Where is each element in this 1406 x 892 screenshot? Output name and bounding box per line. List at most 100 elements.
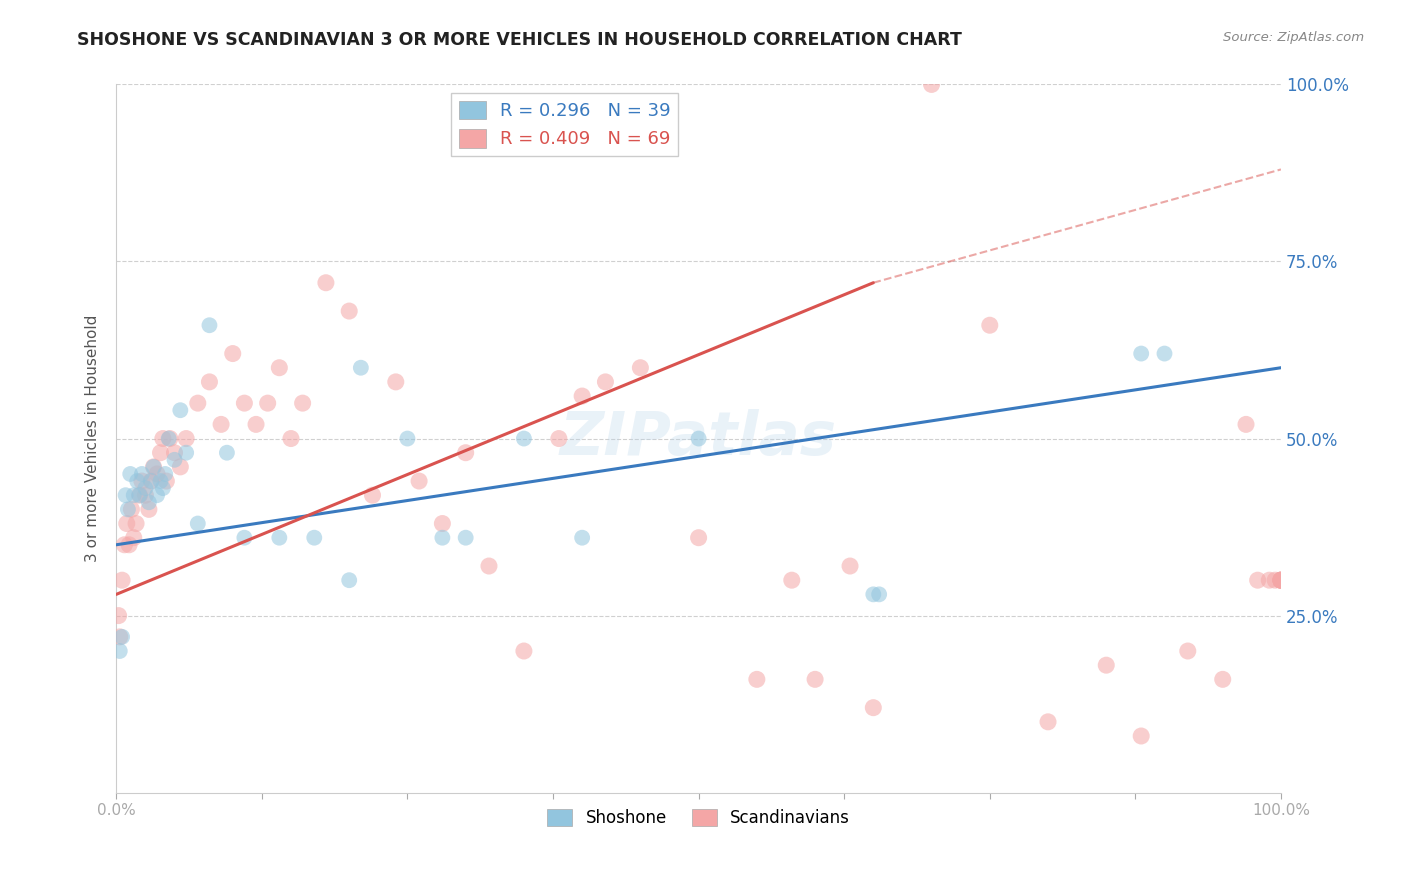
Point <box>152 481 174 495</box>
Point <box>862 700 884 714</box>
Point <box>432 531 454 545</box>
Point <box>1270 573 1292 587</box>
Point <box>138 502 160 516</box>
Point <box>142 459 165 474</box>
Point <box>337 304 360 318</box>
Point <box>350 360 373 375</box>
Point <box>979 318 1001 333</box>
Point <box>245 417 267 432</box>
Point <box>1270 573 1292 587</box>
Point <box>107 608 129 623</box>
Point <box>120 502 142 516</box>
Point <box>155 474 177 488</box>
Point <box>513 432 536 446</box>
Point <box>138 495 160 509</box>
Point <box>269 531 291 545</box>
Point <box>595 375 617 389</box>
Point <box>1270 573 1292 587</box>
Point <box>111 630 134 644</box>
Text: ZIPatlas: ZIPatlas <box>560 409 837 468</box>
Point <box>108 630 131 644</box>
Point <box>134 481 156 495</box>
Point <box>209 417 232 432</box>
Point <box>125 516 148 531</box>
Point <box>256 396 278 410</box>
Point <box>315 276 337 290</box>
Point <box>454 531 477 545</box>
Point <box>396 432 419 446</box>
Point <box>868 587 890 601</box>
Point <box>1212 673 1234 687</box>
Point <box>233 531 256 545</box>
Point <box>304 531 326 545</box>
Point <box>1264 573 1286 587</box>
Point <box>1270 573 1292 587</box>
Point <box>187 516 209 531</box>
Point <box>1177 644 1199 658</box>
Y-axis label: 3 or more Vehicles in Household: 3 or more Vehicles in Household <box>86 315 100 562</box>
Point <box>1130 346 1153 360</box>
Point <box>269 360 291 375</box>
Point <box>131 467 153 481</box>
Point <box>134 488 156 502</box>
Point <box>921 78 943 92</box>
Point <box>1270 573 1292 587</box>
Point <box>1234 417 1257 432</box>
Point <box>128 488 150 502</box>
Point <box>1095 658 1118 673</box>
Point <box>122 488 145 502</box>
Legend: Shoshone, Scandinavians: Shoshone, Scandinavians <box>540 803 856 834</box>
Point <box>408 474 430 488</box>
Point <box>142 459 165 474</box>
Point <box>131 474 153 488</box>
Point <box>115 516 138 531</box>
Point <box>222 346 245 360</box>
Point <box>478 559 501 574</box>
Point <box>169 459 191 474</box>
Point <box>547 432 569 446</box>
Point <box>688 432 710 446</box>
Point <box>141 474 163 488</box>
Point <box>571 389 593 403</box>
Point <box>174 446 197 460</box>
Point <box>153 467 176 481</box>
Point <box>118 538 141 552</box>
Point <box>152 432 174 446</box>
Point <box>513 644 536 658</box>
Point <box>862 587 884 601</box>
Point <box>432 516 454 531</box>
Point <box>169 403 191 417</box>
Point <box>149 446 172 460</box>
Point <box>159 432 181 446</box>
Point <box>111 573 134 587</box>
Point <box>780 573 803 587</box>
Point <box>108 644 131 658</box>
Point <box>122 531 145 545</box>
Point <box>804 673 827 687</box>
Point <box>385 375 408 389</box>
Text: Source: ZipAtlas.com: Source: ZipAtlas.com <box>1223 31 1364 45</box>
Point <box>628 360 651 375</box>
Point <box>146 467 169 481</box>
Point <box>1258 573 1281 587</box>
Point <box>174 432 197 446</box>
Point <box>198 375 221 389</box>
Point <box>157 432 180 446</box>
Point <box>112 538 135 552</box>
Point <box>1246 573 1268 587</box>
Point <box>117 502 139 516</box>
Point <box>1036 714 1059 729</box>
Point <box>128 488 150 502</box>
Point <box>163 446 186 460</box>
Point <box>187 396 209 410</box>
Point <box>1270 573 1292 587</box>
Point <box>337 573 360 587</box>
Point <box>127 474 149 488</box>
Point <box>454 446 477 460</box>
Point <box>149 474 172 488</box>
Point <box>114 488 136 502</box>
Point <box>688 531 710 545</box>
Point <box>141 474 163 488</box>
Point <box>1130 729 1153 743</box>
Point <box>280 432 302 446</box>
